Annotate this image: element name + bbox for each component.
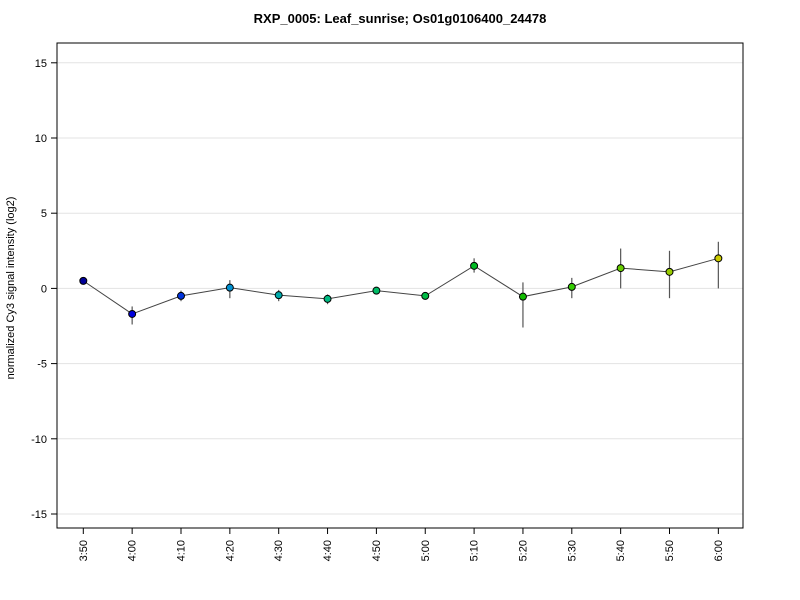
series-line <box>83 257 719 315</box>
x-tick-label: 4:20 <box>224 540 236 561</box>
data-point <box>274 291 283 300</box>
y-tick-label: -5 <box>37 359 47 371</box>
y-tick-label: -10 <box>31 434 47 446</box>
x-tick-label: 4:30 <box>273 540 285 561</box>
x-tick-label: 5:30 <box>566 540 578 561</box>
x-tick-label: 5:40 <box>615 540 627 561</box>
data-point <box>567 282 576 291</box>
y-tick-label: 15 <box>35 58 47 70</box>
x-tick-label: 6:00 <box>713 540 725 561</box>
x-tick-label: 5:50 <box>664 540 676 561</box>
y-axis-label: normalized Cy3 signal intensity (log2) <box>5 197 17 380</box>
y-tick-label: 5 <box>41 208 47 220</box>
x-tick-label: 4:00 <box>127 540 139 561</box>
data-point <box>128 309 137 318</box>
y-tick-label: 10 <box>35 133 47 145</box>
data-point <box>323 294 332 303</box>
y-tick-label: 0 <box>41 283 47 295</box>
y-tick-label: -15 <box>31 509 47 521</box>
x-tick-label: 4:40 <box>322 540 334 561</box>
data-point <box>518 292 527 301</box>
x-tick-label: 4:10 <box>176 540 188 561</box>
chart-title: RXP_0005: Leaf_sunrise; Os01g0106400_244… <box>254 11 547 26</box>
data-point <box>616 264 625 273</box>
data-point <box>470 261 479 270</box>
x-tick-label: 4:50 <box>371 540 383 561</box>
data-point <box>79 276 88 285</box>
data-point <box>177 291 185 300</box>
plot-box <box>56 42 744 529</box>
data-point <box>421 291 430 300</box>
data-point <box>714 254 723 263</box>
data-point <box>372 286 381 295</box>
data-point <box>665 267 674 276</box>
x-tick-label: 5:00 <box>420 540 432 561</box>
x-tick-label: 5:20 <box>517 540 529 561</box>
x-tick-label: 3:50 <box>78 540 90 561</box>
x-tick-label: 5:10 <box>469 540 481 561</box>
data-point <box>225 283 234 292</box>
